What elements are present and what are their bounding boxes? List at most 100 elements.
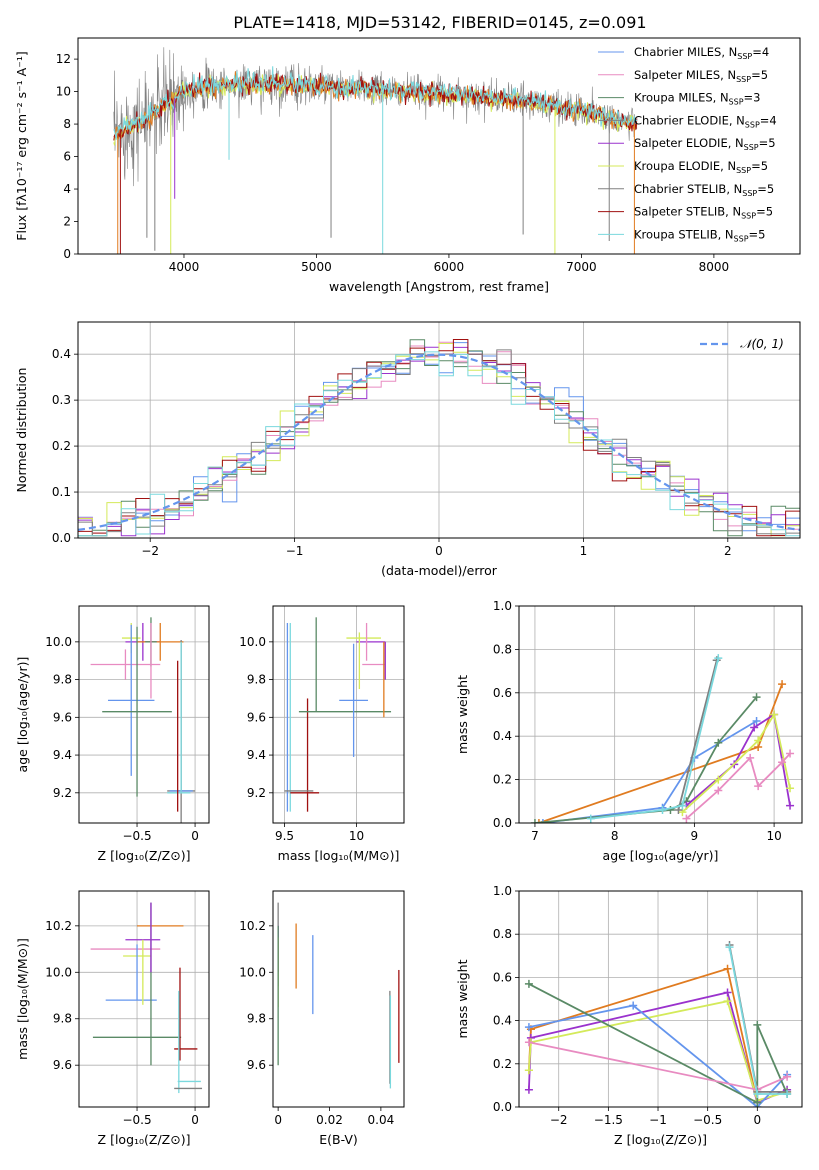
y-tick-label: 0.4 bbox=[52, 347, 71, 361]
weight-point-marker bbox=[714, 738, 723, 747]
weight-point-marker bbox=[783, 1072, 792, 1081]
x-axis-label: Z [log₁₀(Z/Z⊙)] bbox=[98, 848, 191, 863]
weight-point-marker bbox=[524, 1085, 533, 1094]
y-tick-label: 0.0 bbox=[52, 531, 71, 545]
y-axis-label: age [log₁₀(age/yr)] bbox=[15, 657, 30, 773]
axes-frame bbox=[272, 605, 405, 824]
y-axis-label: Flux [fλ10⁻¹⁷ erg cm⁻² s⁻¹ A⁻¹] bbox=[14, 51, 29, 240]
x-tick-label: 4000 bbox=[169, 260, 200, 274]
weight-line-pink bbox=[685, 752, 791, 820]
y-tick-label: 0.3 bbox=[52, 393, 71, 407]
histogram-step-cyan bbox=[78, 351, 800, 537]
y-tick-label: 2 bbox=[63, 215, 71, 229]
x-tick-label: 8000 bbox=[699, 260, 730, 274]
legend-label: Salpeter ELODIE, NSSP=5 bbox=[634, 136, 776, 152]
legend-label: Chabrier ELODIE, NSSP=4 bbox=[634, 113, 777, 129]
weight-point-marker bbox=[754, 736, 763, 745]
y-tick-label: 6 bbox=[63, 150, 71, 164]
x-tick-label: 0.02 bbox=[316, 1113, 343, 1127]
weight-point-marker bbox=[629, 1001, 638, 1010]
weight-point-marker bbox=[746, 753, 755, 762]
weight-line-green bbox=[528, 983, 788, 1105]
y-tick-label: 0.2 bbox=[52, 439, 71, 453]
weight-point-marker bbox=[538, 819, 547, 823]
y-tick-label: 9.6 bbox=[53, 710, 72, 724]
y-tick-label: 9.2 bbox=[247, 786, 266, 800]
weight-point-marker bbox=[752, 693, 761, 702]
x-tick-label: 10 bbox=[766, 829, 781, 843]
spectrum-plot-area bbox=[113, 47, 638, 254]
x-tick-label: 0 bbox=[435, 544, 443, 558]
y-tick-label: 10.2 bbox=[45, 919, 72, 933]
x-axis-label: mass [log₁₀(M/M⊙)] bbox=[278, 848, 400, 863]
age-vs-metallicity-panel: −0.5 0 9.2 9.4 9.6 9.8 10.0 Z [log₁₀(Z/Z⊙)] age … bbox=[15, 605, 210, 863]
weight-point-marker bbox=[723, 988, 732, 997]
x-tick-label: −0.5 bbox=[693, 1113, 722, 1127]
x-tick-label: −0.5 bbox=[122, 829, 151, 843]
errorbar-plot-area bbox=[277, 902, 400, 1089]
axes-frame bbox=[518, 890, 803, 1108]
figure-title: PLATE=1418, MJD=53142, FIBERID=0145, z=0… bbox=[233, 13, 646, 32]
weight-point-marker bbox=[586, 814, 595, 823]
weight-point-marker bbox=[723, 997, 732, 1006]
y-tick-label: 10.0 bbox=[45, 635, 72, 649]
spectrum-panel: 4000 5000 6000 7000 8000 0 2 4 6 8 10 12 wavelength … bbox=[14, 37, 801, 294]
axes-frame bbox=[78, 605, 210, 824]
weight-point-marker bbox=[524, 979, 533, 988]
weight-point-marker bbox=[753, 1090, 762, 1099]
weight-point-marker bbox=[752, 717, 761, 726]
legend-label: Salpeter STELIB, NSSP=5 bbox=[634, 205, 773, 221]
weight-line-cyan bbox=[590, 657, 720, 820]
y-tick-label: 8 bbox=[63, 117, 71, 131]
y-axis-label: Normed distribution bbox=[14, 368, 29, 493]
y-tick-label: 1.0 bbox=[493, 599, 512, 613]
errorbar-plot-area bbox=[284, 617, 392, 812]
y-tick-label: 0.8 bbox=[493, 642, 512, 656]
weight-point-marker bbox=[723, 964, 732, 973]
weight-point-marker bbox=[778, 758, 787, 767]
weight-line-gray bbox=[677, 660, 718, 811]
weight-point-marker bbox=[714, 654, 723, 663]
weight-line-blue bbox=[528, 1004, 788, 1107]
y-tick-label: 9.4 bbox=[53, 748, 72, 762]
weight-point-marker bbox=[786, 784, 795, 793]
y-tick-label: 9.8 bbox=[53, 1012, 72, 1026]
y-tick-label: 4 bbox=[63, 182, 71, 196]
x-tick-label: −2 bbox=[550, 1113, 568, 1127]
histogram-plot-area bbox=[78, 339, 800, 537]
x-tick-label: 0 bbox=[191, 829, 199, 843]
axes-frame bbox=[77, 321, 801, 539]
weight-line-green bbox=[534, 696, 758, 823]
y-tick-label: 10.0 bbox=[45, 965, 72, 979]
y-axis-label: mass weight bbox=[455, 675, 470, 754]
weight-point-marker bbox=[753, 1098, 762, 1107]
x-tick-label: 8 bbox=[611, 829, 619, 843]
y-tick-label: 10.2 bbox=[239, 919, 266, 933]
legend-label: 𝒩(0, 1) bbox=[740, 337, 784, 351]
y-axis-label: mass weight bbox=[455, 959, 470, 1038]
x-tick-label: −0.5 bbox=[122, 1113, 151, 1127]
x-tick-label: 0 bbox=[191, 1113, 199, 1127]
x-axis-label: Z [log₁₀(Z/Z⊙)] bbox=[98, 1132, 191, 1147]
weight-point-marker bbox=[524, 1023, 533, 1032]
y-tick-label: 10.0 bbox=[239, 965, 266, 979]
x-tick-label: 7000 bbox=[566, 260, 597, 274]
x-axis-label: (data-model)/error bbox=[381, 563, 498, 578]
y-tick-label: 9.6 bbox=[247, 1058, 266, 1072]
axes-frame bbox=[518, 605, 803, 824]
y-tick-label: 0.1 bbox=[52, 485, 71, 499]
axes-frame bbox=[272, 890, 405, 1108]
weight-plot-area bbox=[524, 941, 792, 1107]
weight-line-blue bbox=[542, 720, 758, 823]
y-tick-label: 0.0 bbox=[493, 1100, 512, 1114]
x-tick-label: 10 bbox=[349, 829, 364, 843]
y-tick-label: 9.4 bbox=[247, 748, 266, 762]
errorbar-plot-area bbox=[90, 617, 196, 823]
weight-point-marker bbox=[725, 943, 734, 952]
weight-point-marker bbox=[714, 775, 723, 784]
weight-point-marker bbox=[754, 782, 763, 791]
x-tick-label: 9 bbox=[691, 829, 699, 843]
axes-frame bbox=[78, 890, 210, 1108]
x-tick-label: −1 bbox=[286, 544, 304, 558]
weight-vs-age-panel: 7 8 9 10 0.0 0.2 0.4 0.6 0.8 1.0 age [log₁₀(age/yr… bbox=[455, 599, 803, 863]
